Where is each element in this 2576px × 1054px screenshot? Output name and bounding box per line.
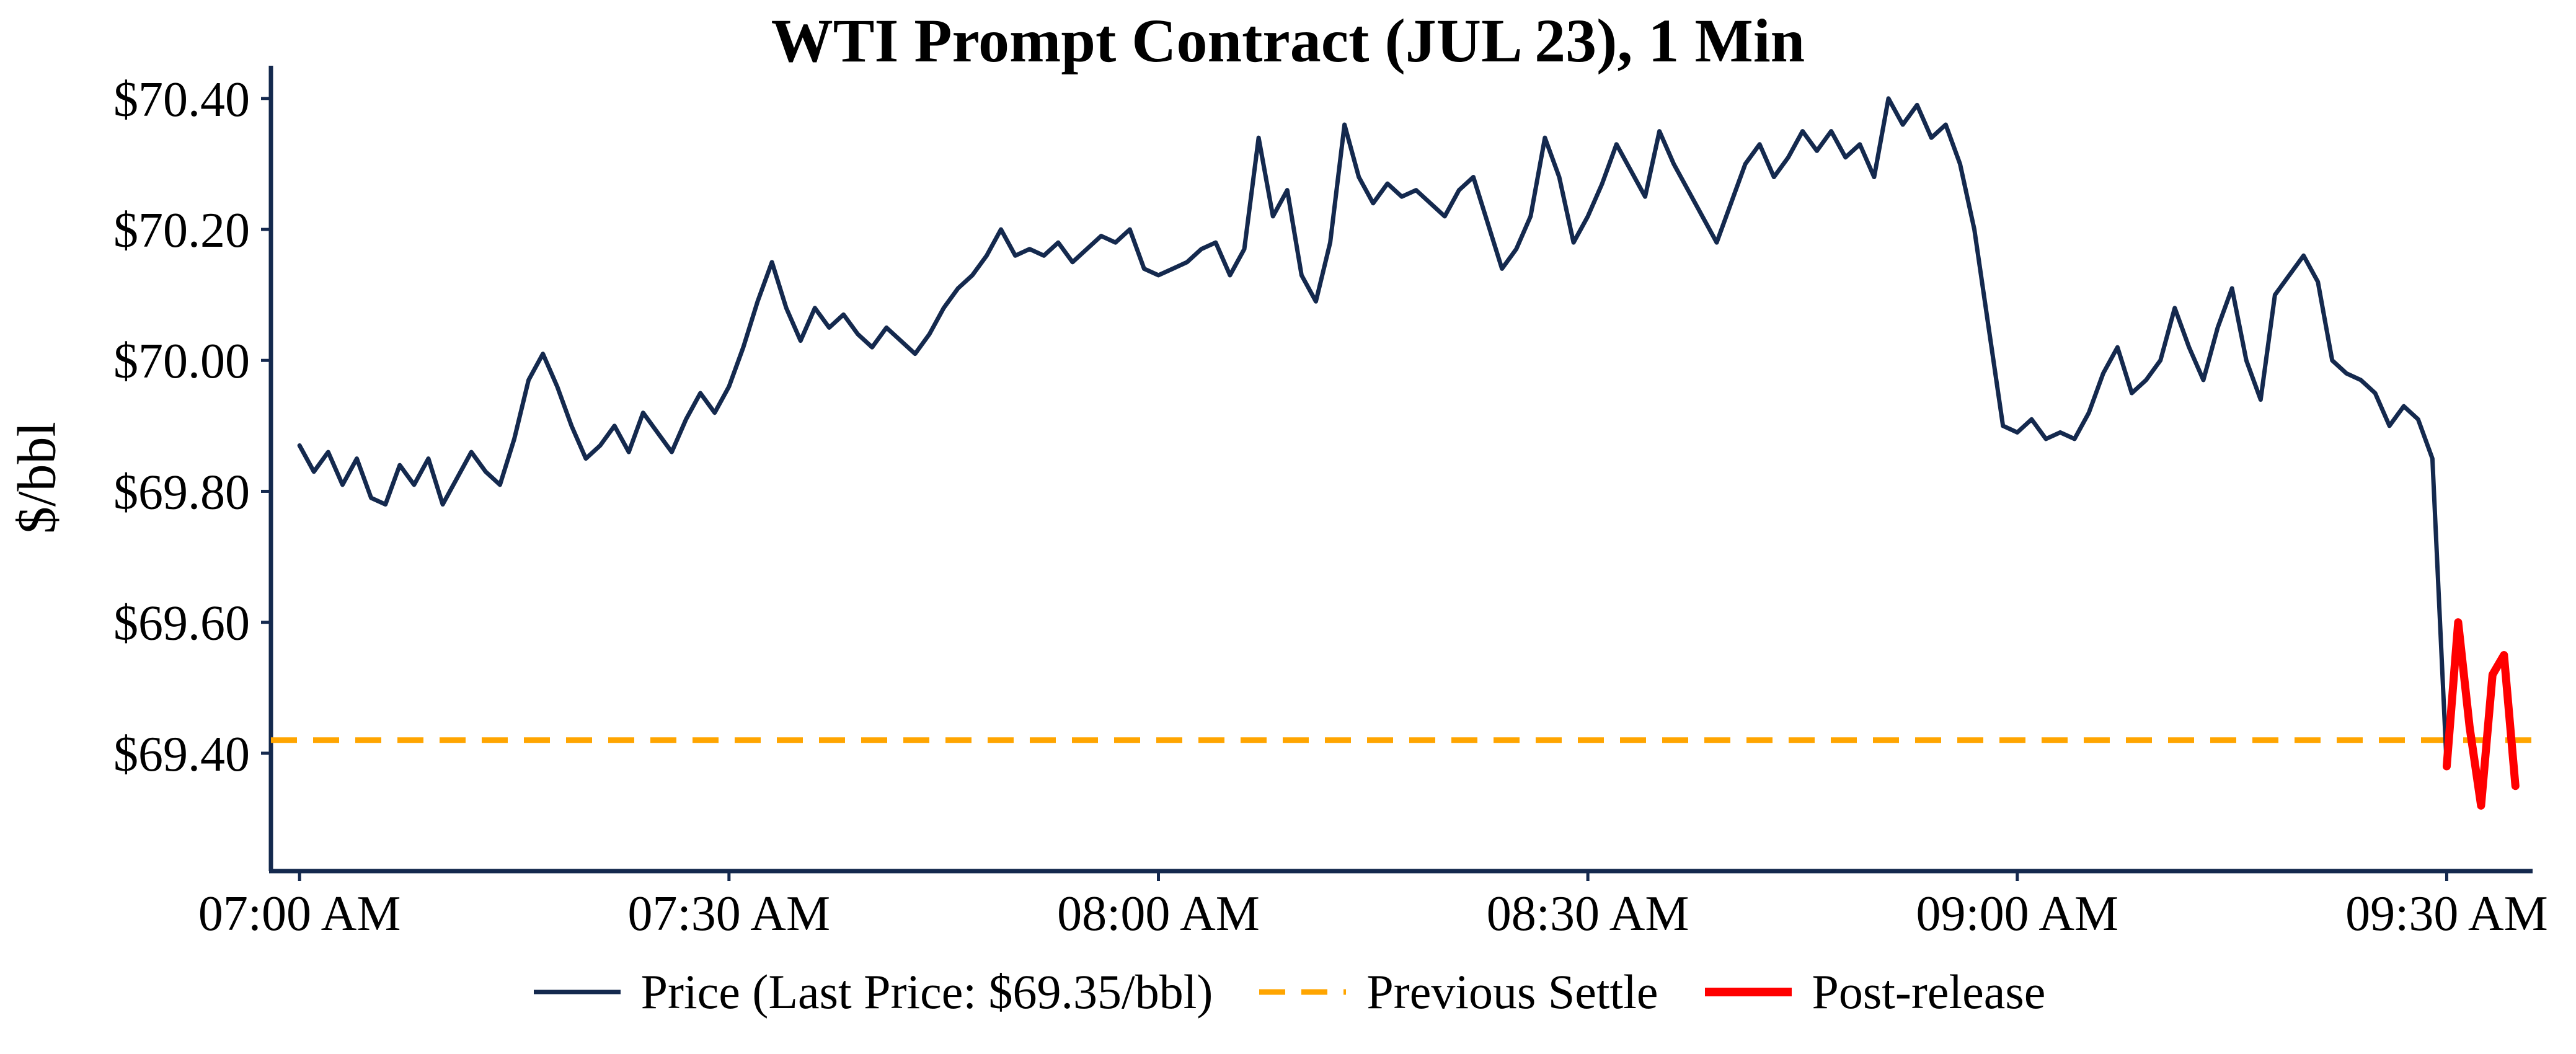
- y-tick-label: $69.80: [113, 465, 250, 520]
- price-line: [297, 96, 2449, 769]
- legend: Price (Last Price: $69.35/bbl) Previous …: [0, 964, 2576, 1020]
- y-tick-label: $69.60: [113, 596, 250, 651]
- y-tick-label: $70.00: [113, 334, 250, 389]
- previous-settle-swatch: [1259, 989, 1347, 995]
- x-tick-label: 08:30 AM: [1487, 887, 1689, 941]
- x-tick-label: 09:30 AM: [2345, 887, 2548, 941]
- y-tick-label: $70.20: [113, 203, 250, 258]
- post-release-swatch: [1704, 988, 1792, 996]
- x-tick-label: 08:00 AM: [1057, 887, 1260, 941]
- legend-label-previous-settle: Previous Settle: [1366, 965, 1658, 1019]
- legend-item-post-release: Post-release: [1702, 964, 2046, 1020]
- y-tick-label: $70.40: [113, 73, 250, 127]
- x-tick-label: 09:00 AM: [1916, 887, 2118, 941]
- post-release-line: [2442, 618, 2520, 810]
- legend-item-previous-settle: Previous Settle: [1256, 964, 1658, 1020]
- y-tick-label: $69.40: [113, 727, 250, 782]
- x-tick-label: 07:30 AM: [627, 887, 830, 941]
- chart-title: WTI Prompt Contract (JUL 23), 1 Min: [771, 6, 1805, 75]
- price-line-swatch: [533, 990, 621, 994]
- legend-item-price: Price (Last Price: $69.35/bbl): [531, 964, 1213, 1020]
- legend-label-post-release: Post-release: [1812, 965, 2046, 1019]
- x-tick-label: 07:00 AM: [198, 887, 401, 941]
- legend-label-price: Price (Last Price: $69.35/bbl): [640, 965, 1213, 1019]
